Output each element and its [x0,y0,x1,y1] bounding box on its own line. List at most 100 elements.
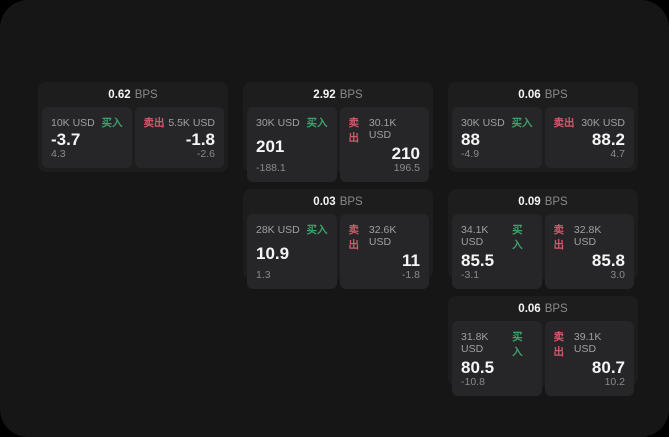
buy-size: 31.8K USD [461,331,489,355]
buy-panel-top: 34.1K USD 买入 [461,222,533,252]
buy-side-label: 买入 [512,331,523,358]
sell-size: 30.1K USD [368,117,397,141]
spread-bps-unit: BPS [544,195,568,208]
quote-card: 2.92 BPS 30K USD 买入 201 -188.1 卖出 30.1K … [243,82,433,182]
buy-size: 34.1K USD [461,224,489,248]
spread-bps-unit: BPS [544,88,568,101]
buy-price: 88 [461,129,480,149]
buy-side-label: 买入 [306,117,328,129]
sell-panel-top: 卖出 32.6K USD [349,222,421,252]
card-header: 0.06 BPS [448,296,638,321]
sell-quote-panel[interactable]: 卖出 5.5K USD -1.8 -2.6 [134,107,224,168]
sell-price: 210 [391,144,420,163]
sell-price: -1.8 [185,129,215,149]
card-body: 30K USD 买入 88 -4.9 卖出 30K USD 88.2 4.7 [448,107,638,172]
buy-quote-panel[interactable]: 34.1K USD 买入 85.5 -3.1 [452,214,542,289]
sell-price: 85.8 [591,251,625,270]
sell-panel-top: 卖出 32.8K USD [554,222,626,252]
card-header: 0.03 BPS [243,189,433,214]
quote-card: 0.06 BPS 31.8K USD 买入 80.5 -10.8 卖出 39.1… [448,296,638,396]
buy-side-label: 买入 [511,117,533,129]
sell-size: 32.8K USD [573,224,602,248]
sell-side-label: 卖出 [348,224,360,251]
card-body: 31.8K USD 买入 80.5 -10.8 卖出 39.1K USD 80.… [448,321,638,400]
sell-side-label: 卖出 [553,117,575,129]
buy-quote-panel[interactable]: 31.8K USD 买入 80.5 -10.8 [452,321,542,396]
spread-bps-value: 2.92 [313,88,336,101]
buy-delta: -3.1 [461,269,480,281]
sell-quote-panel[interactable]: 卖出 39.1K USD 80.7 10.2 [544,321,634,396]
buy-side-label: 买入 [306,224,328,236]
buy-size: 30K USD [256,117,300,129]
sell-side-label: 卖出 [143,117,165,129]
buy-size: 10K USD [51,117,95,129]
sell-price: 88.2 [591,129,625,149]
buy-delta: 4.3 [51,148,66,160]
sell-side-label: 卖出 [553,224,565,251]
sell-panel-top: 卖出 39.1K USD [554,329,626,359]
card-header: 2.92 BPS [243,82,433,107]
spread-bps-value: 0.62 [108,88,131,101]
sell-delta: 4.7 [610,148,625,160]
sell-panel-top: 卖出 5.5K USD [144,115,216,130]
quotes-grid: 0.62 BPS 10K USD 买入 -3.7 4.3 卖出 5.5K USD… [38,82,638,396]
sell-quote-panel[interactable]: 卖出 30K USD 88.2 4.7 [544,107,634,168]
spread-bps-value: 0.09 [518,195,541,208]
sell-side-label: 卖出 [348,117,360,144]
buy-delta: 1.3 [256,269,271,281]
card-body: 30K USD 买入 201 -188.1 卖出 30.1K USD 210 1… [243,107,433,186]
buy-quote-panel[interactable]: 30K USD 买入 201 -188.1 [247,107,337,182]
sell-size: 30K USD [581,117,625,129]
quote-card: 0.09 BPS 34.1K USD 买入 85.5 -3.1 卖出 32.8K… [448,189,638,289]
sell-size: 32.6K USD [368,224,397,248]
sell-quote-panel[interactable]: 卖出 32.8K USD 85.8 3.0 [544,214,634,289]
card-header: 0.06 BPS [448,82,638,107]
buy-size: 30K USD [461,117,505,129]
sell-panel-top: 卖出 30.1K USD [349,115,421,145]
buy-panel-top: 10K USD 买入 [51,115,123,130]
buy-panel-top: 30K USD 买入 [256,115,328,130]
spread-bps-unit: BPS [544,302,568,315]
buy-price: -3.7 [51,129,81,149]
card-header: 0.09 BPS [448,189,638,214]
buy-delta: -4.9 [461,148,480,160]
spread-bps-unit: BPS [339,88,363,101]
sell-panel-top: 卖出 30K USD [554,115,626,130]
buy-size: 28K USD [256,224,300,236]
quote-card: 0.06 BPS 30K USD 买入 88 -4.9 卖出 30K USD 8… [448,82,638,172]
spread-bps-value: 0.06 [518,88,541,101]
sell-delta: -2.6 [196,148,215,160]
buy-side-label: 买入 [512,224,523,251]
sell-delta: -1.8 [401,269,420,281]
buy-delta: -10.8 [461,376,485,388]
buy-quote-panel[interactable]: 28K USD 买入 10.9 1.3 [247,214,337,289]
buy-price: 85.5 [461,251,495,270]
quote-card: 0.62 BPS 10K USD 买入 -3.7 4.3 卖出 5.5K USD… [38,82,228,172]
buy-price: 80.5 [461,358,495,377]
spread-bps-unit: BPS [134,88,158,101]
sell-delta: 196.5 [393,162,420,174]
sell-quote-panel[interactable]: 卖出 32.6K USD 11 -1.8 [339,214,429,289]
buy-delta: -188.1 [256,162,286,174]
buy-quote-panel[interactable]: 10K USD 买入 -3.7 4.3 [42,107,132,168]
sell-side-label: 卖出 [553,331,565,358]
sell-delta: 3.0 [610,269,625,281]
sell-quote-panel[interactable]: 卖出 30.1K USD 210 196.5 [339,107,429,182]
sell-size: 39.1K USD [573,331,602,355]
spread-bps-unit: BPS [339,195,363,208]
card-header: 0.62 BPS [38,82,228,107]
sell-price: 80.7 [591,358,625,377]
buy-panel-top: 31.8K USD 买入 [461,329,533,359]
buy-quote-panel[interactable]: 30K USD 买入 88 -4.9 [452,107,542,168]
card-body: 28K USD 买入 10.9 1.3 卖出 32.6K USD 11 -1.8 [243,214,433,293]
sell-delta: 10.2 [604,376,625,388]
buy-panel-top: 28K USD 买入 [256,222,328,237]
buy-side-label: 买入 [101,117,123,129]
spread-bps-value: 0.03 [313,195,336,208]
buy-price: 201 [256,136,285,156]
sell-size: 5.5K USD [168,117,215,129]
card-body: 34.1K USD 买入 85.5 -3.1 卖出 32.8K USD 85.8… [448,214,638,293]
buy-panel-top: 30K USD 买入 [461,115,533,130]
buy-price: 10.9 [256,243,290,263]
